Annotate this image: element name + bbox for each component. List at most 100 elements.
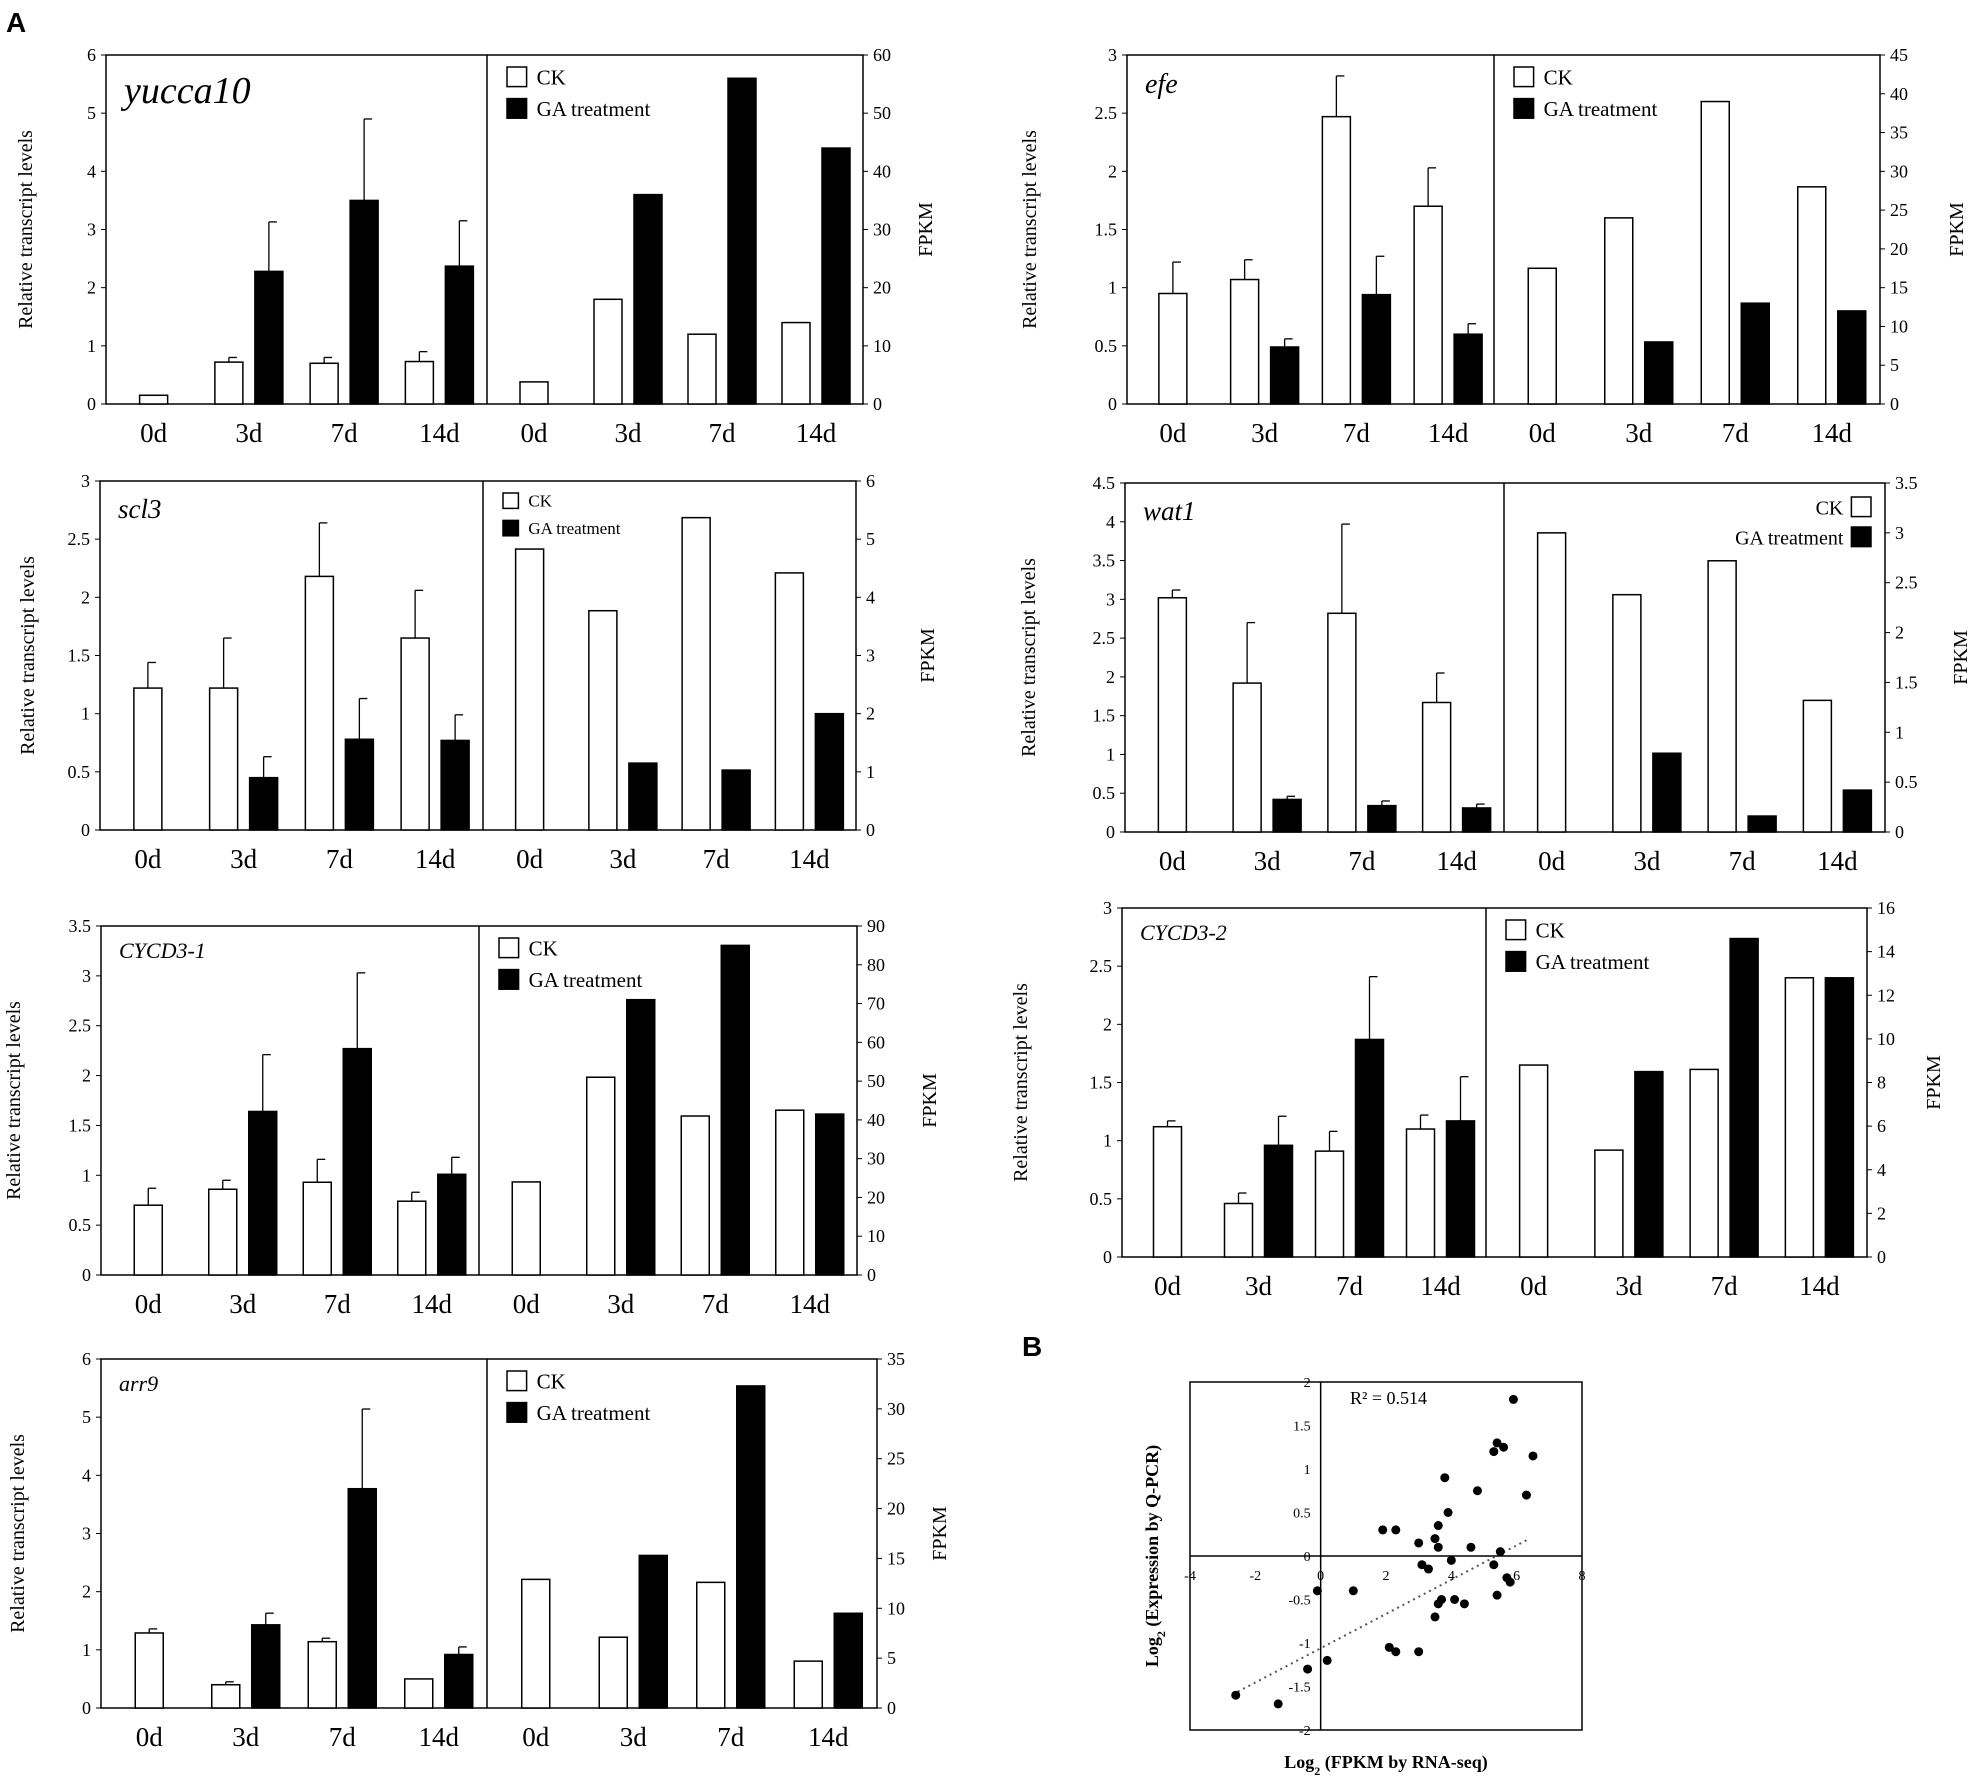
scatter-point <box>1433 1542 1443 1552</box>
bar-ck-qpcr <box>134 1632 164 1709</box>
y-axis-label-left: Relative transcript levels <box>15 130 37 329</box>
bar-ck-qpcr <box>1158 292 1188 405</box>
bar-ga-qpcr <box>1272 798 1302 833</box>
chart-scl3: 0 0.5 1 1.5 2 2.5 3 0 1 2 3 4 5 6 Relative transcript … <box>17 471 939 874</box>
right-tick-label: 5 <box>1890 355 1899 375</box>
bar-ck-qpcr <box>214 361 244 405</box>
scatter-point <box>1417 1560 1427 1570</box>
right-tick-label: 2.5 <box>1895 573 1918 593</box>
right-tick-label: 25 <box>887 1449 905 1469</box>
bar-ga-fpkm <box>1729 937 1759 1258</box>
bar-ga-fpkm <box>1842 789 1873 833</box>
bar-ck-fpkm <box>793 1660 823 1709</box>
left-tick-label: 0 <box>81 820 90 840</box>
category-label-fpkm: 14d <box>808 1722 849 1752</box>
right-tick-label: 30 <box>1890 161 1908 181</box>
r-squared-annotation: R² = 0.514 <box>1350 1388 1427 1408</box>
category-label-fpkm: 14d <box>1817 846 1858 876</box>
bar-ck-fpkm <box>514 548 545 831</box>
category-label-qpcr: 7d <box>326 844 354 874</box>
y-tick-label: 2 <box>1304 1376 1311 1391</box>
right-tick-label: 10 <box>1890 316 1908 336</box>
bar-ck-fpkm <box>774 572 805 831</box>
category-label-qpcr: 7d <box>1348 846 1376 876</box>
category-label-fpkm: 3d <box>1633 846 1661 876</box>
panel-a-label: A <box>6 7 26 38</box>
y-axis-label-rest: (Expression by Q-PCR) <box>1142 1445 1163 1631</box>
bar-ck-qpcr <box>1405 1128 1436 1258</box>
category-label-qpcr: 0d <box>1154 1271 1182 1301</box>
left-tick-label: 1.5 <box>69 1115 92 1135</box>
legend-label-ck: CK <box>1816 498 1844 520</box>
category-label-fpkm: 14d <box>789 844 830 874</box>
scatter-point <box>1303 1664 1313 1674</box>
right-tick-label: 10 <box>1877 1029 1895 1049</box>
bar-ck-qpcr <box>208 1188 238 1276</box>
legend-swatch-ck <box>498 937 520 959</box>
bar-ck-qpcr <box>1223 1202 1254 1258</box>
right-tick-label: 10 <box>873 336 891 356</box>
bar-ck-qpcr <box>1314 1150 1345 1258</box>
legend-swatch-ck <box>1505 919 1527 941</box>
right-tick-label: 20 <box>1890 239 1908 259</box>
bar-ck-qpcr <box>208 687 239 831</box>
right-tick-label: 5 <box>887 1648 896 1668</box>
y-axis-label-left: Relative transcript levels <box>3 1001 25 1200</box>
left-tick-label: 0.5 <box>68 762 91 782</box>
bar-ga-fpkm <box>1652 752 1682 833</box>
right-tick-label: 4 <box>1877 1160 1886 1180</box>
category-label-qpcr: 3d <box>232 1722 260 1752</box>
left-tick-label: 0 <box>82 1265 91 1285</box>
bar-ga-fpkm <box>720 944 750 1276</box>
bar-ck-qpcr <box>1413 205 1443 405</box>
y-axis-label-right: FPKM <box>1923 1055 1945 1110</box>
left-tick-label: 3 <box>1108 45 1117 65</box>
bar-ck-qpcr <box>302 1181 332 1276</box>
left-tick-label: 0.5 <box>1090 1189 1113 1209</box>
category-label-qpcr: 14d <box>419 418 460 448</box>
right-tick-label: 20 <box>867 1187 885 1207</box>
plot-frame <box>1124 482 1886 833</box>
legend-swatch-ga <box>1513 97 1535 119</box>
chart-scatter-b: -4 -2 0 2 4 6 8 -2 -1.5 -1 -0.5 0 0.5 1 1.5 2 R² = 0.514… <box>1142 1376 1586 1778</box>
y-axis-label-text: Log <box>1142 1637 1162 1667</box>
bar-ga-fpkm <box>821 147 851 405</box>
category-label-qpcr: 14d <box>1436 846 1477 876</box>
category-label-fpkm: 0d <box>516 844 544 874</box>
chart-wat1: 0 0.5 1 1.5 2 2.5 3 3.5 4 4.5 0 0.5 1 1.5 2 2.5 3 3.5 Rela… <box>1018 473 1972 876</box>
left-tick-label: 0 <box>1108 394 1117 414</box>
gene-label: yucca10 <box>120 70 251 112</box>
left-tick-label: 0 <box>1106 822 1115 842</box>
right-tick-label: 25 <box>1890 200 1908 220</box>
right-tick-label: 10 <box>887 1598 905 1618</box>
category-label-fpkm: 14d <box>790 1289 831 1319</box>
legend-label-ck: CK <box>537 66 566 90</box>
bar-ga-fpkm <box>1747 815 1777 833</box>
right-tick-label: 30 <box>867 1149 885 1169</box>
left-tick-label: 3 <box>87 220 96 240</box>
scatter-point <box>1499 1442 1509 1452</box>
bar-ga-qpcr <box>1354 1038 1385 1258</box>
left-tick-label: 2 <box>1106 667 1115 687</box>
right-tick-label: 20 <box>873 278 891 298</box>
category-label-qpcr: 3d <box>230 844 258 874</box>
bar-ck-fpkm <box>521 1578 551 1709</box>
legend-label-ck: CK <box>1536 919 1565 943</box>
chart-efe: 00.511.522.53051015202530354045Relative … <box>1019 45 1968 448</box>
right-tick-label: 15 <box>887 1548 905 1568</box>
category-label-qpcr: 14d <box>1428 418 1469 448</box>
bar-ck-fpkm <box>775 1109 805 1276</box>
scatter-point <box>1450 1595 1460 1604</box>
bar-ck-qpcr <box>211 1683 241 1709</box>
bar-ck-fpkm <box>680 1115 710 1276</box>
scatter-point <box>1489 1447 1499 1457</box>
scatter-point <box>1384 1642 1394 1652</box>
bar-ga-fpkm <box>1740 302 1770 405</box>
left-tick-label: 1 <box>1108 278 1117 298</box>
right-tick-label: 1 <box>866 762 875 782</box>
left-tick-label: 4 <box>1106 512 1115 532</box>
right-tick-label: 5 <box>866 529 875 549</box>
category-label-qpcr: 7d <box>329 1722 357 1752</box>
left-tick-label: 1 <box>1103 1131 1112 1151</box>
